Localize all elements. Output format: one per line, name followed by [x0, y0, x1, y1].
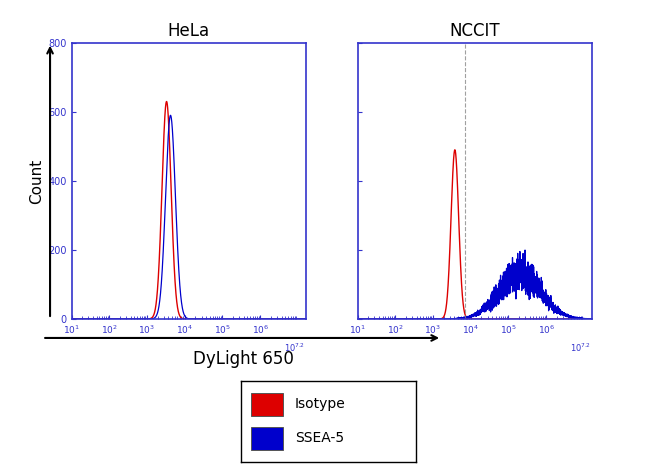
Title: NCCIT: NCCIT	[449, 22, 500, 40]
Text: DyLight 650: DyLight 650	[193, 350, 294, 368]
Text: Isotype: Isotype	[295, 397, 346, 411]
Bar	[251, 427, 283, 449]
Text: $10^{7.2}$: $10^{7.2}$	[570, 341, 592, 354]
Text: SSEA-5: SSEA-5	[295, 431, 344, 445]
Bar	[251, 393, 283, 416]
Y-axis label: Count: Count	[29, 158, 44, 204]
Text: $10^{7.2}$: $10^{7.2}$	[284, 341, 306, 354]
Title: HeLa: HeLa	[168, 22, 209, 40]
